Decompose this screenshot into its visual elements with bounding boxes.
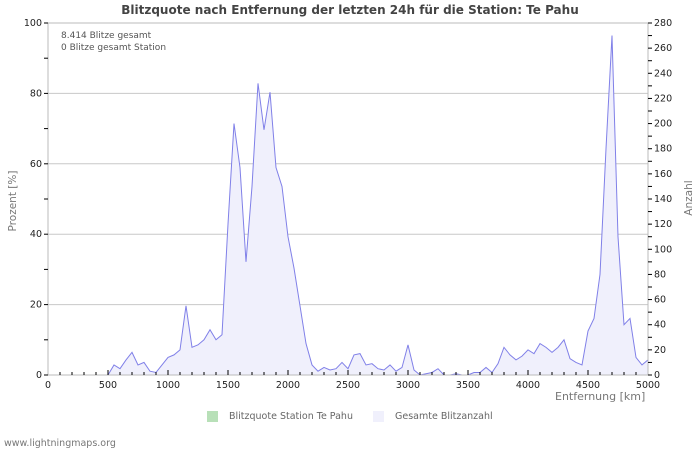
y-tick-label-left: 20 <box>30 300 42 311</box>
y-tick-label-left: 0 <box>36 370 42 381</box>
area-fill-total <box>48 35 648 375</box>
legend-swatch-green <box>207 411 218 422</box>
y-tick-label-right: 80 <box>654 269 666 280</box>
total-strikes-label: 8.414 Blitze gesamt <box>61 31 152 41</box>
footer-site-link[interactable]: www.lightningmaps.org <box>4 438 116 449</box>
y-tick-label-right: 240 <box>654 68 672 79</box>
y-tick-label-left: 80 <box>30 88 42 99</box>
x-tick-label: 4500 <box>576 380 600 391</box>
y-tick-label-left: 100 <box>24 18 42 29</box>
x-tick-label: 3500 <box>456 380 480 391</box>
y-tick-label-right: 20 <box>654 345 666 356</box>
y-tick-label-right: 100 <box>654 244 672 255</box>
x-tick-label: 2000 <box>276 380 300 391</box>
station-strikes-label: 0 Blitze gesamt Station <box>61 43 167 53</box>
legend-item-station-quote: Blitzquote Station Te Pahu <box>207 411 353 422</box>
x-axis-label: Entfernung [km] <box>555 390 646 403</box>
x-tick-label: 3000 <box>396 380 420 391</box>
x-tick-label: 1000 <box>156 380 180 391</box>
y-tick-label-left: 40 <box>30 229 42 240</box>
y-tick-label-right: 280 <box>654 18 672 29</box>
x-tick-label: 5000 <box>636 380 660 391</box>
y-tick-label-right: 160 <box>654 169 672 180</box>
y-tick-label-right: 140 <box>654 194 672 205</box>
y-tick-label-left: 60 <box>30 159 42 170</box>
y-tick-label-right: 220 <box>654 93 672 104</box>
y-tick-label-right: 60 <box>654 295 666 306</box>
line-total-count <box>48 35 649 376</box>
y-tick-label-right: 180 <box>654 144 672 155</box>
chart-title: Blitzquote nach Entfernung der letzten 2… <box>121 3 579 17</box>
y-tick-label-right: 40 <box>654 320 666 331</box>
y-tick-label-right: 120 <box>654 219 672 230</box>
y-axis-label-left: Prozent [%] <box>7 170 19 232</box>
x-tick-label: 1500 <box>216 380 240 391</box>
legend-label: Gesamte Blitzanzahl <box>395 411 493 422</box>
y-tick-label-right: 260 <box>654 43 672 54</box>
x-tick-label: 4000 <box>516 380 540 391</box>
x-tick-label: 500 <box>99 380 117 391</box>
x-tick-label: 2500 <box>336 380 360 391</box>
y-tick-label-right: 200 <box>654 119 672 130</box>
legend-item-total-count: Gesamte Blitzanzahl <box>373 411 493 422</box>
legend-swatch-lavender <box>373 411 384 422</box>
legend-label: Blitzquote Station Te Pahu <box>229 411 353 422</box>
y-tick-label-right: 0 <box>654 370 660 381</box>
x-tick-label: 0 <box>45 380 51 391</box>
y-axis-label-right: Anzahl <box>683 180 695 216</box>
